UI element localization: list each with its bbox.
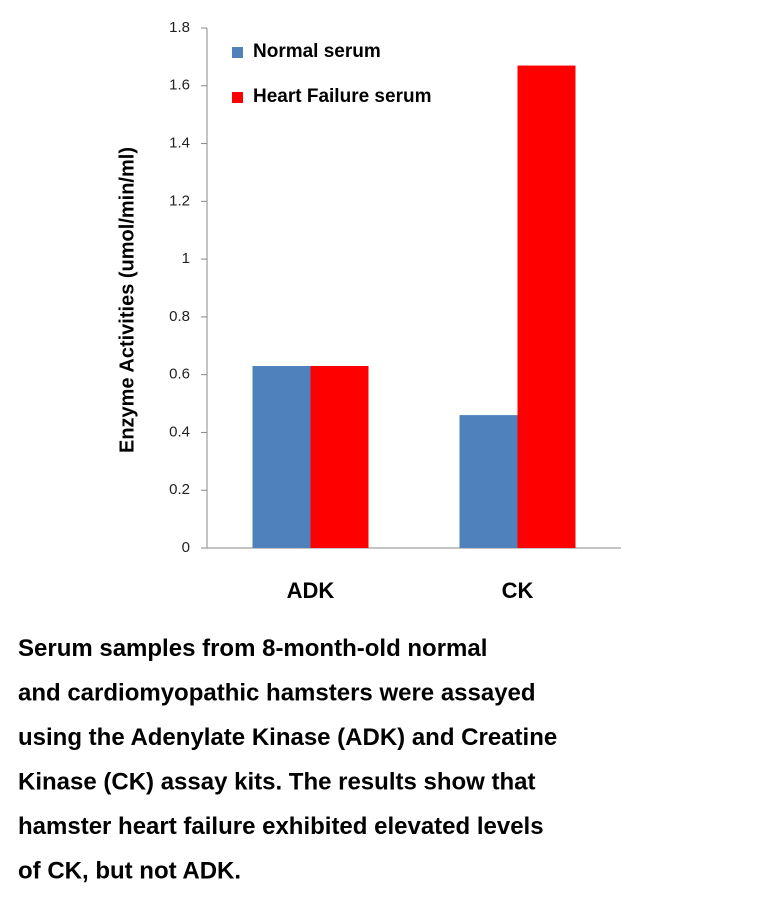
y-tick-label: 0.8 xyxy=(169,308,190,325)
caption-line: and cardiomyopathic hamsters were assaye… xyxy=(18,680,536,707)
legend-label: Heart Failure serum xyxy=(253,86,431,107)
y-axis-title: Enzyme Activities (umol/min/ml) xyxy=(116,147,138,453)
caption-line: hamster heart failure exhibited elevated… xyxy=(18,813,544,840)
caption-line: of CK, but not ADK. xyxy=(18,858,241,885)
y-tick-label: 1.2 xyxy=(169,192,190,209)
y-tick-label: 1.4 xyxy=(169,135,190,152)
x-tick-label: CK xyxy=(502,578,534,603)
y-tick-label: 1 xyxy=(182,250,190,267)
caption-line: using the Adenylate Kinase (ADK) and Cre… xyxy=(18,724,557,751)
bar xyxy=(459,415,518,548)
legend-swatch xyxy=(232,92,243,103)
y-tick-label: 0 xyxy=(182,539,190,556)
y-tick-label: 0.6 xyxy=(169,366,190,383)
caption-line: Kinase (CK) assay kits. The results show… xyxy=(18,769,536,796)
y-tick-label: 0.4 xyxy=(169,423,190,440)
bar xyxy=(252,366,311,548)
bar xyxy=(310,366,369,548)
y-tick-label: 1.8 xyxy=(169,19,190,36)
legend-swatch xyxy=(232,47,243,58)
legend-label: Normal serum xyxy=(253,41,381,62)
bar xyxy=(517,65,576,549)
y-tick-label: 0.2 xyxy=(169,481,190,498)
y-tick-label: 1.6 xyxy=(169,77,190,94)
x-tick-label: ADK xyxy=(287,578,335,603)
caption-line: Serum samples from 8-month-old normal xyxy=(18,635,487,662)
